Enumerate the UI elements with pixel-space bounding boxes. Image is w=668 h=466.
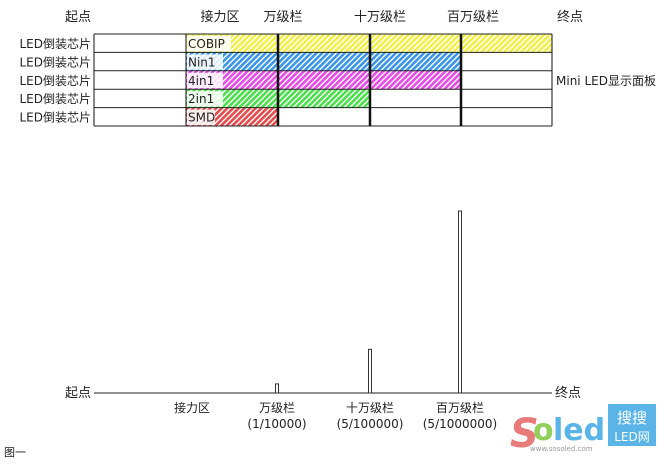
row-label: LED倒装芯片 bbox=[19, 92, 91, 106]
start-label: 起点 bbox=[65, 386, 91, 401]
row-tech-label: SMD bbox=[188, 111, 215, 125]
end-label: Mini LED显示面板 bbox=[556, 74, 656, 88]
logo-badge-bottom: LED网 bbox=[614, 430, 650, 444]
row-tech-label: 4in1 bbox=[188, 74, 214, 88]
row-tech-label: 2in1 bbox=[188, 92, 214, 106]
top-header: 万级栏 bbox=[263, 10, 302, 25]
svg-text:o: o bbox=[533, 413, 554, 448]
svg-text:S: S bbox=[510, 411, 539, 457]
row-label: LED倒装芯片 bbox=[19, 111, 91, 125]
svg-text:led: led bbox=[553, 413, 605, 448]
top-header: 十万级栏 bbox=[354, 10, 406, 25]
tick-label: 百万级栏 bbox=[436, 400, 484, 415]
level-bar bbox=[458, 210, 462, 394]
tick-label: 十万级栏 bbox=[346, 400, 394, 415]
row-label: LED倒装芯片 bbox=[19, 74, 91, 88]
logo-badge-top: 搜搜 bbox=[617, 409, 647, 427]
progress-fill bbox=[186, 70, 461, 90]
row-tech-label: COBIP bbox=[188, 37, 225, 51]
row-label: LED倒装芯片 bbox=[19, 37, 91, 51]
row-label: LED倒装芯片 bbox=[19, 55, 91, 69]
level-bar bbox=[275, 383, 279, 394]
soled-logo: S o led www.sosoled.com 搜搜 LED网 bbox=[510, 404, 656, 457]
tick-label: 接力区 bbox=[174, 400, 210, 415]
row-tech-label: Nin1 bbox=[188, 55, 216, 69]
tick-label: 万级栏 bbox=[259, 400, 295, 415]
top-header: 起点 bbox=[65, 10, 91, 25]
end-point-label: 终点 bbox=[555, 385, 581, 401]
top-header: 接力区 bbox=[200, 9, 239, 25]
caption: 图一 bbox=[4, 446, 26, 459]
logo-url: www.sosoled.com bbox=[530, 445, 593, 453]
top-header: 百万级栏 bbox=[447, 10, 499, 25]
tick-sublabel: (5/100000) bbox=[337, 417, 404, 431]
top-header: 终点 bbox=[557, 9, 583, 25]
progress-fill bbox=[186, 52, 461, 71]
level-bar bbox=[368, 348, 372, 394]
tick-sublabel: (1/10000) bbox=[247, 417, 306, 431]
tick-sublabel: (5/1000000) bbox=[423, 417, 497, 431]
